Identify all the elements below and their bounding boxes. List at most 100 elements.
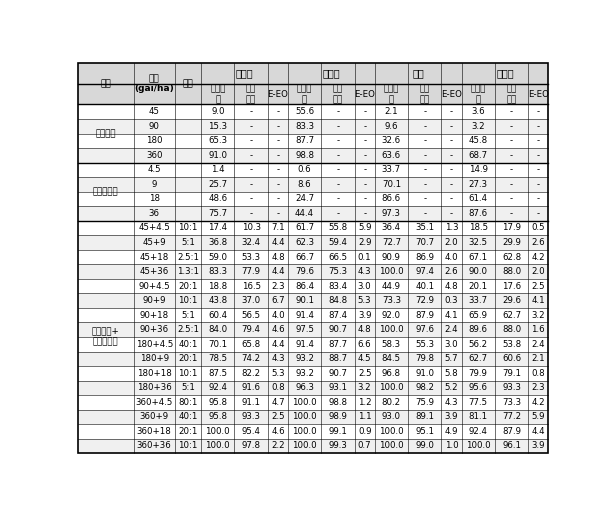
Text: 4.3: 4.3 [271,354,285,363]
Text: 4.5: 4.5 [147,166,161,174]
Text: 29.9: 29.9 [502,238,521,247]
Bar [235,206,268,221]
Text: 180+4.5: 180+4.5 [136,340,173,349]
Text: 53.3: 53.3 [241,252,261,262]
Bar [461,337,495,352]
Bar [408,337,441,352]
Text: -: - [363,194,366,203]
Bar [201,63,235,104]
Text: 33.7: 33.7 [469,296,488,305]
Bar [408,395,441,410]
Text: 20:1: 20:1 [178,427,198,436]
Text: -: - [536,194,540,203]
Text: 32.4: 32.4 [241,238,261,247]
Text: -: - [363,107,366,116]
Bar [408,439,441,453]
Bar [268,177,288,192]
Bar [175,162,201,177]
Bar [134,308,175,322]
Text: -: - [249,151,253,160]
Bar [441,395,461,410]
Text: 10:1: 10:1 [178,296,198,305]
Bar [321,395,354,410]
Bar [134,337,175,352]
Text: 45+4.5: 45+4.5 [138,223,170,233]
Bar [408,366,441,381]
Text: 180+36: 180+36 [137,383,172,392]
Text: 2.6: 2.6 [445,267,458,276]
Text: 98.9: 98.9 [329,412,348,422]
Text: 10:1: 10:1 [178,369,198,378]
Text: 1.4: 1.4 [211,166,225,174]
Text: 剂量
(gai/ha): 剂量 (gai/ha) [134,74,174,94]
Text: 58.3: 58.3 [382,340,401,349]
Text: 29.6: 29.6 [502,296,521,305]
Text: 83.3: 83.3 [208,267,227,276]
Bar [354,410,375,424]
Bar [321,104,354,119]
Text: 17.9: 17.9 [502,223,521,233]
Bar [175,235,201,250]
Text: -: - [337,180,340,189]
Bar [461,366,495,381]
Bar [321,133,354,148]
Text: 87.5: 87.5 [208,369,227,378]
Bar [441,104,461,119]
Bar [268,162,288,177]
Text: 90+36: 90+36 [140,325,169,334]
Text: 35.1: 35.1 [415,223,434,233]
Bar [78,177,134,192]
Bar [175,133,201,148]
Text: 73.3: 73.3 [382,296,401,305]
Text: 48.6: 48.6 [208,194,227,203]
Text: -: - [423,166,426,174]
Bar [288,104,321,119]
Bar [321,148,354,162]
Text: 3.9: 3.9 [445,412,458,422]
Bar [321,206,354,221]
Text: 实测防
效: 实测防 效 [210,85,225,104]
Text: 98.2: 98.2 [415,383,434,392]
Text: 45+9: 45+9 [142,238,166,247]
Bar [134,192,175,206]
Text: 10.3: 10.3 [241,223,261,233]
Text: 96.1: 96.1 [502,442,521,451]
Bar [175,293,201,308]
Bar [268,410,288,424]
Text: 1.0: 1.0 [445,442,458,451]
Text: 2.4: 2.4 [532,340,545,349]
Bar [268,250,288,264]
Bar [461,381,495,395]
Text: 86.6: 86.6 [382,194,401,203]
Text: 44.4: 44.4 [295,209,314,218]
Text: 59.4: 59.4 [329,238,348,247]
Text: 3.2: 3.2 [472,122,485,131]
Bar [201,133,235,148]
Bar [235,264,268,279]
Bar [321,279,354,293]
Text: 97.4: 97.4 [415,267,434,276]
Text: 96.3: 96.3 [295,383,314,392]
Bar [201,381,235,395]
Bar [375,322,408,337]
Text: 3.0: 3.0 [358,282,371,291]
Text: 81.1: 81.1 [469,412,488,422]
Bar [288,162,321,177]
Bar [495,221,528,235]
Text: 2.2: 2.2 [271,442,285,451]
Bar [268,279,288,293]
Text: 97.8: 97.8 [241,442,261,451]
Text: 4.2: 4.2 [532,252,545,262]
Bar [461,63,495,104]
Text: E-EO: E-EO [268,90,288,99]
Bar [201,439,235,453]
Text: 66.5: 66.5 [328,252,348,262]
Bar [78,250,134,264]
Text: 59.0: 59.0 [208,252,227,262]
Text: 实测防
效: 实测防 效 [384,85,399,104]
Bar [461,322,495,337]
Bar [175,322,201,337]
Bar [408,162,441,177]
Bar [235,308,268,322]
Bar [528,424,548,439]
